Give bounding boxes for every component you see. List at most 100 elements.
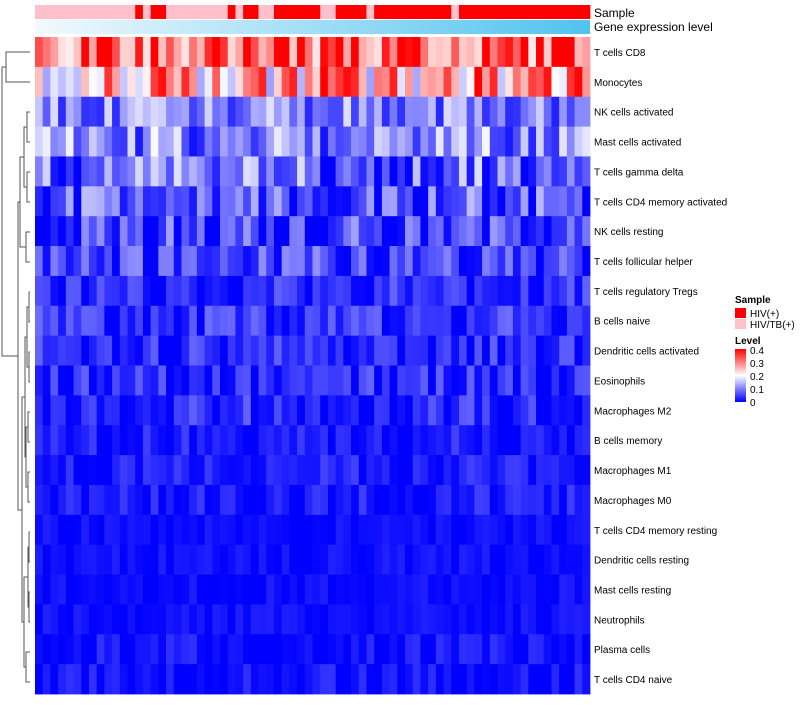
heatmap-cell xyxy=(381,425,390,456)
heatmap-cell xyxy=(212,275,221,307)
heatmap-cell xyxy=(420,365,429,396)
heatmap-cell xyxy=(35,216,44,247)
heatmap-cell xyxy=(150,484,159,516)
heatmap-cell xyxy=(551,514,560,546)
heatmap-cell xyxy=(505,37,514,68)
heatmap-cell xyxy=(520,455,529,486)
heatmap-cell xyxy=(374,66,383,98)
heatmap-cell xyxy=(428,305,437,337)
sample-annotation-cell xyxy=(505,5,514,19)
heatmap-cell xyxy=(428,96,437,127)
heatmap-cell xyxy=(220,335,229,366)
heatmap-cell xyxy=(428,365,437,396)
heatmap-cell xyxy=(150,216,159,247)
heatmap-cell xyxy=(381,156,390,187)
heatmap-cell xyxy=(220,186,229,217)
heatmap-cell xyxy=(127,156,136,187)
heatmap-cell xyxy=(559,455,568,486)
heatmap-cell xyxy=(351,246,360,277)
heatmap-cell xyxy=(250,395,259,426)
heatmap-cell xyxy=(304,574,313,605)
heatmap-cell xyxy=(512,634,522,665)
heatmap-cell xyxy=(412,305,421,337)
heatmap-cell xyxy=(574,126,583,157)
heatmap-cell xyxy=(258,246,267,277)
heatmap-cell xyxy=(281,96,290,127)
heatmap-cell xyxy=(189,126,198,157)
heatmap-cell xyxy=(181,66,190,98)
heatmap-cell xyxy=(142,425,152,456)
heatmap-cell xyxy=(389,275,398,307)
heatmap-cell xyxy=(381,335,390,366)
heatmap-cell xyxy=(574,96,583,127)
heatmap-cell xyxy=(343,574,352,605)
heatmap-cell xyxy=(528,365,537,396)
heatmap-cell xyxy=(142,37,152,68)
heatmap-cell xyxy=(374,96,383,127)
heatmap-cell xyxy=(281,544,290,575)
heatmap-cell xyxy=(88,275,98,307)
heatmap-cell xyxy=(289,246,298,277)
heatmap-cell xyxy=(374,604,383,635)
heatmap-cell xyxy=(127,514,136,546)
heatmap-cell xyxy=(304,156,313,187)
heatmap-cell xyxy=(96,126,105,157)
heatmap-cell xyxy=(582,37,591,68)
heatmap-cell xyxy=(104,96,113,127)
heatmap-cell xyxy=(50,186,59,217)
heatmap-cell xyxy=(273,365,283,396)
heatmap-cell xyxy=(374,156,383,187)
heatmap-cell xyxy=(497,574,506,605)
heatmap-cell xyxy=(235,335,244,366)
heatmap-cell xyxy=(505,126,514,157)
heatmap-cell xyxy=(189,186,198,217)
heatmap-cell xyxy=(112,186,121,217)
heatmap-cell xyxy=(104,425,113,456)
heatmap-cell xyxy=(227,126,236,157)
heatmap-cell xyxy=(351,484,360,516)
heatmap-cell xyxy=(574,37,583,68)
heatmap-cell xyxy=(204,514,213,546)
heatmap-cell xyxy=(559,335,568,366)
heatmap-cell xyxy=(50,305,59,337)
heatmap-cell xyxy=(343,544,352,575)
heatmap-cell xyxy=(482,275,491,307)
heatmap-cell xyxy=(127,37,136,68)
heatmap-cell xyxy=(412,425,421,456)
heatmap-cell xyxy=(127,574,136,605)
heatmap-cell xyxy=(250,634,259,665)
heatmap-cell xyxy=(543,395,552,426)
heatmap-cell xyxy=(559,395,568,426)
heatmap-cell xyxy=(173,216,182,247)
heatmap-cell xyxy=(289,634,298,665)
heatmap-cell xyxy=(50,216,59,247)
heatmap-cell xyxy=(335,335,344,366)
heatmap-cell xyxy=(482,305,491,337)
heatmap-cell xyxy=(351,455,360,486)
heatmap-cell xyxy=(466,335,475,366)
heatmap-cell xyxy=(512,275,522,307)
heatmap-cell xyxy=(505,335,514,366)
heatmap-cell xyxy=(112,66,121,98)
heatmap-cell xyxy=(258,335,267,366)
heatmap-cell xyxy=(150,395,159,426)
heatmap-cell xyxy=(150,246,159,277)
heatmap-cell xyxy=(412,66,421,98)
heatmap-cell xyxy=(250,365,259,396)
heatmap-cell xyxy=(412,216,421,247)
heatmap-cell xyxy=(551,156,560,187)
heatmap-cell xyxy=(551,604,560,635)
heatmap-cell xyxy=(273,664,283,695)
heatmap-cell xyxy=(335,544,344,575)
heatmap-cell xyxy=(405,216,414,247)
heatmap-cell xyxy=(412,156,421,187)
heatmap-cell xyxy=(528,604,537,635)
heatmap-cell xyxy=(204,275,213,307)
heatmap-cell xyxy=(189,335,198,366)
heatmap-cell xyxy=(458,216,468,247)
heatmap-cell xyxy=(405,484,414,516)
heatmap-cell xyxy=(227,484,236,516)
sample-annotation-cell xyxy=(512,5,522,19)
heatmap-cell xyxy=(135,604,144,635)
sample-annotation-cell xyxy=(166,5,175,19)
